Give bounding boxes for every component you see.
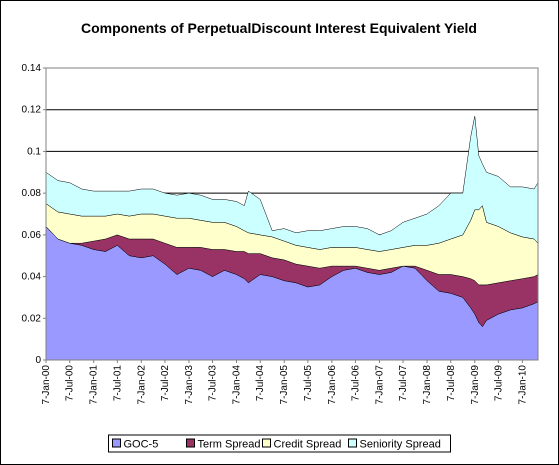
x-tick-label-7: 7-Jul-03	[208, 365, 219, 402]
legend-swatch-term-spread	[186, 438, 195, 448]
y-tick-label-4: 0.08	[22, 188, 42, 199]
legend-swatch-goc-5	[112, 438, 121, 448]
x-tick-label-9: 7-Jul-04	[255, 365, 266, 402]
x-tick-label-18: 7-Jan-09	[470, 365, 481, 405]
x-tick-label-10: 7-Jan-05	[279, 365, 290, 405]
y-axis-ticks: 0 0.02 0.04 0.06 0.08 0.1 0.12 0.14	[22, 63, 46, 366]
area-layer	[45, 115, 539, 361]
plot-border	[45, 67, 539, 361]
x-tick-label-15: 7-Jul-07	[398, 365, 409, 402]
x-tick-label-2: 7-Jan-01	[89, 365, 100, 405]
legend: GOC-5 Term Spread Credit Spread Seniority S…	[108, 434, 451, 453]
x-tick-label-16: 7-Jan-08	[422, 365, 433, 405]
x-tick-label-4: 7-Jan-02	[136, 365, 147, 405]
legend-label-credit-spread: Credit Spread	[274, 439, 342, 451]
x-tick-label-17: 7-Jul-08	[446, 365, 457, 402]
legend-swatch-seniority-spread	[348, 438, 357, 448]
x-axis-ticks: 7-Jan-00 7-Jul-00 7-Jan-01 7-Jul-01 7-Jan-02…	[41, 360, 528, 404]
legend-label-term-spread: Term Spread	[198, 439, 261, 451]
x-tick-label-3: 7-Jul-01	[112, 365, 123, 402]
y-tick-label-5: 0.1	[27, 146, 41, 157]
x-tick-label-5: 7-Jul-02	[160, 365, 171, 402]
legend-label-seniority-spread: Seniority Spread	[360, 439, 441, 451]
x-tick-label-19: 7-Jul-09	[493, 365, 504, 402]
legend-label-goc-5: GOC-5	[124, 439, 159, 451]
y-tick-label-3: 0.06	[22, 230, 42, 241]
y-tick-label-2: 0.04	[22, 272, 42, 283]
y-tick-label-0: 0	[35, 355, 41, 366]
x-tick-label-11: 7-Jul-05	[303, 365, 314, 402]
x-tick-label-1: 7-Jul-00	[65, 365, 76, 402]
y-tick-label-7: 0.14	[22, 63, 42, 74]
x-tick-label-0: 7-Jan-00	[41, 365, 52, 405]
legend-swatch-credit-spread	[262, 438, 271, 448]
chart-title: Components of PerpetualDiscount Interest…	[81, 20, 477, 36]
y-tick-label-6: 0.12	[22, 105, 42, 116]
x-tick-label-12: 7-Jan-06	[327, 365, 338, 405]
y-tick-label-1: 0.02	[22, 313, 42, 324]
x-tick-label-14: 7-Jan-07	[374, 365, 385, 405]
x-tick-label-13: 7-Jul-06	[350, 365, 361, 402]
x-tick-label-6: 7-Jan-03	[184, 365, 195, 405]
x-tick-label-20: 7-Jan-10	[517, 365, 528, 405]
x-tick-label-8: 7-Jan-04	[232, 365, 243, 405]
